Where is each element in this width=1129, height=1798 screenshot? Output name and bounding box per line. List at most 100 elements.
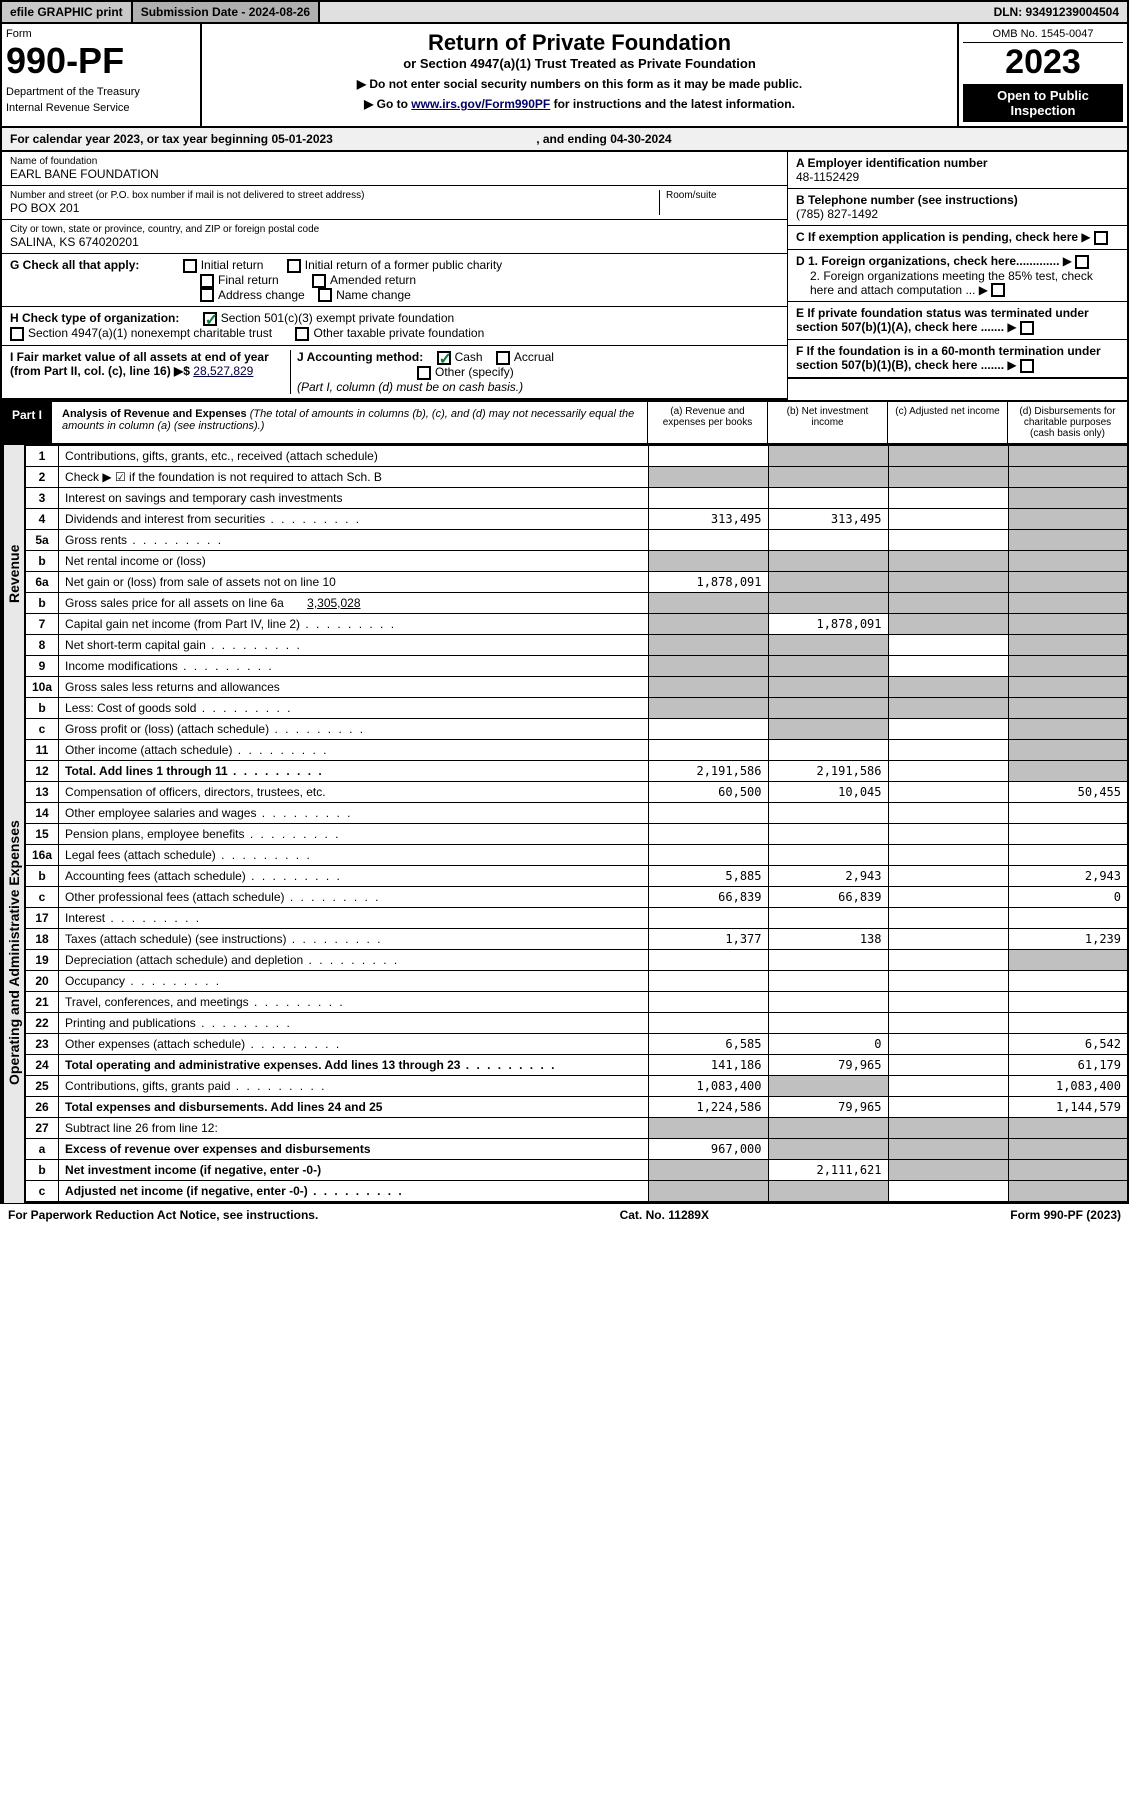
other-method-checkbox[interactable] (417, 366, 431, 380)
16c-a: 66,839 (648, 886, 768, 907)
expenses-side-label: Operating and Administrative Expenses (2, 703, 24, 1203)
efile-label[interactable]: efile GRAPHIC print (2, 2, 133, 22)
4-b: 313,495 (768, 508, 888, 529)
f-checkbox[interactable] (1020, 359, 1034, 373)
16b-a: 5,885 (648, 865, 768, 886)
line-17: Interest (59, 907, 648, 928)
line-1: Contributions, gifts, grants, etc., rece… (59, 445, 648, 466)
other-taxable-checkbox[interactable] (295, 327, 309, 341)
initial-return-checkbox[interactable] (183, 259, 197, 273)
accrual-checkbox[interactable] (496, 351, 510, 365)
h-label: H Check type of organization: (10, 311, 179, 325)
line-8: Net short-term capital gain (59, 634, 648, 655)
ein: 48-1152429 (796, 170, 1119, 184)
city-label: City or town, state or province, country… (10, 224, 779, 235)
13-b: 10,045 (768, 781, 888, 802)
page-footer: For Paperwork Reduction Act Notice, see … (0, 1203, 1129, 1226)
ein-label: A Employer identification number (796, 156, 1119, 170)
7-b: 1,878,091 (768, 613, 888, 634)
entity-info: Name of foundation EARL BANE FOUNDATION … (0, 152, 1129, 400)
line-10c: Gross profit or (loss) (attach schedule) (59, 718, 648, 739)
open-public: Open to Public Inspection (963, 84, 1123, 122)
line-7: Capital gain net income (from Part IV, l… (59, 613, 648, 634)
initial-former-checkbox[interactable] (287, 259, 301, 273)
d2-label: 2. Foreign organizations meeting the 85%… (810, 269, 1093, 297)
13-a: 60,500 (648, 781, 768, 802)
line-27c: Adjusted net income (if negative, enter … (59, 1180, 648, 1202)
col-c-header: (c) Adjusted net income (887, 402, 1007, 443)
line-14: Other employee salaries and wages (59, 802, 648, 823)
e-label: E If private foundation status was termi… (796, 306, 1089, 334)
amended-checkbox[interactable] (312, 274, 326, 288)
23-d: 6,542 (1008, 1033, 1128, 1054)
col-b-header: (b) Net investment income (767, 402, 887, 443)
calendar-year-row: For calendar year 2023, or tax year begi… (0, 128, 1129, 152)
line-5b: Net rental income or (loss) (59, 550, 648, 571)
501c3-checkbox[interactable] (203, 312, 217, 326)
e-checkbox[interactable] (1020, 321, 1034, 335)
18-a: 1,377 (648, 928, 768, 949)
final-return-checkbox[interactable] (200, 274, 214, 288)
form-number: 990-PF (6, 40, 196, 82)
line-27a: Excess of revenue over expenses and disb… (59, 1138, 648, 1159)
d2-checkbox[interactable] (991, 283, 1005, 297)
form-header: Form 990-PF Department of the Treasury I… (0, 24, 1129, 128)
fmv-value[interactable]: 28,527,829 (193, 364, 253, 378)
24-b: 79,965 (768, 1054, 888, 1075)
tax-year: 2023 (963, 43, 1123, 82)
line-11: Other income (attach schedule) (59, 739, 648, 760)
c-checkbox[interactable] (1094, 231, 1108, 245)
25-d: 1,083,400 (1008, 1075, 1128, 1096)
dept-treasury: Department of the Treasury (6, 86, 196, 98)
26-a: 1,224,586 (648, 1096, 768, 1117)
cat-no: Cat. No. 11289X (620, 1208, 709, 1222)
24-d: 61,179 (1008, 1054, 1128, 1075)
26-d: 1,144,579 (1008, 1096, 1128, 1117)
line-26: Total expenses and disbursements. Add li… (59, 1096, 648, 1117)
form990pf-link[interactable]: www.irs.gov/Form990PF (411, 97, 550, 111)
line-21: Travel, conferences, and meetings (59, 991, 648, 1012)
form-subtitle: or Section 4947(a)(1) Trust Treated as P… (208, 56, 951, 71)
form-label: Form (6, 28, 196, 40)
address-change-checkbox[interactable] (200, 288, 214, 302)
foundation-name-label: Name of foundation (10, 156, 779, 167)
line-16b: Accounting fees (attach schedule) (59, 865, 648, 886)
f-label: F If the foundation is in a 60-month ter… (796, 344, 1101, 372)
line-20: Occupancy (59, 970, 648, 991)
16c-b: 66,839 (768, 886, 888, 907)
4947-checkbox[interactable] (10, 327, 24, 341)
irs-label: Internal Revenue Service (6, 102, 196, 114)
12-b: 2,191,586 (768, 760, 888, 781)
part1-title: Analysis of Revenue and Expenses (62, 408, 247, 420)
27b-b: 2,111,621 (768, 1159, 888, 1180)
line-16c: Other professional fees (attach schedule… (59, 886, 648, 907)
26-b: 79,965 (768, 1096, 888, 1117)
col-d-header: (d) Disbursements for charitable purpose… (1007, 402, 1127, 443)
6b-val: 3,305,028 (307, 596, 360, 610)
line-18: Taxes (attach schedule) (see instruction… (59, 928, 648, 949)
form-title: Return of Private Foundation (208, 30, 951, 56)
part1-label: Part I (2, 402, 52, 443)
27a-a: 967,000 (648, 1138, 768, 1159)
d1-label: D 1. Foreign organizations, check here..… (796, 254, 1059, 268)
goto-note: ▶ Go to www.irs.gov/Form990PF for instru… (208, 97, 951, 111)
room-label: Room/suite (666, 190, 779, 201)
line-2: Check ▶ ☑ if the foundation is not requi… (59, 466, 648, 487)
form-ref: Form 990-PF (2023) (1010, 1208, 1121, 1222)
line-10b: Less: Cost of goods sold (59, 697, 648, 718)
revenue-side-label: Revenue (2, 445, 24, 703)
tax-year-begin: 05-01-2023 (271, 132, 332, 146)
address-label: Number and street (or P.O. box number if… (10, 190, 659, 201)
line-6a: Net gain or (loss) from sale of assets n… (59, 571, 648, 592)
12-a: 2,191,586 (648, 760, 768, 781)
line-27b: Net investment income (if negative, ente… (59, 1159, 648, 1180)
omb-number: OMB No. 1545-0047 (963, 28, 1123, 43)
line-9: Income modifications (59, 655, 648, 676)
cash-checkbox[interactable] (437, 351, 451, 365)
foundation-name: EARL BANE FOUNDATION (10, 167, 779, 181)
name-change-checkbox[interactable] (318, 288, 332, 302)
d1-checkbox[interactable] (1075, 255, 1089, 269)
18-d: 1,239 (1008, 928, 1128, 949)
ssn-note: ▶ Do not enter social security numbers o… (208, 77, 951, 91)
13-d: 50,455 (1008, 781, 1128, 802)
